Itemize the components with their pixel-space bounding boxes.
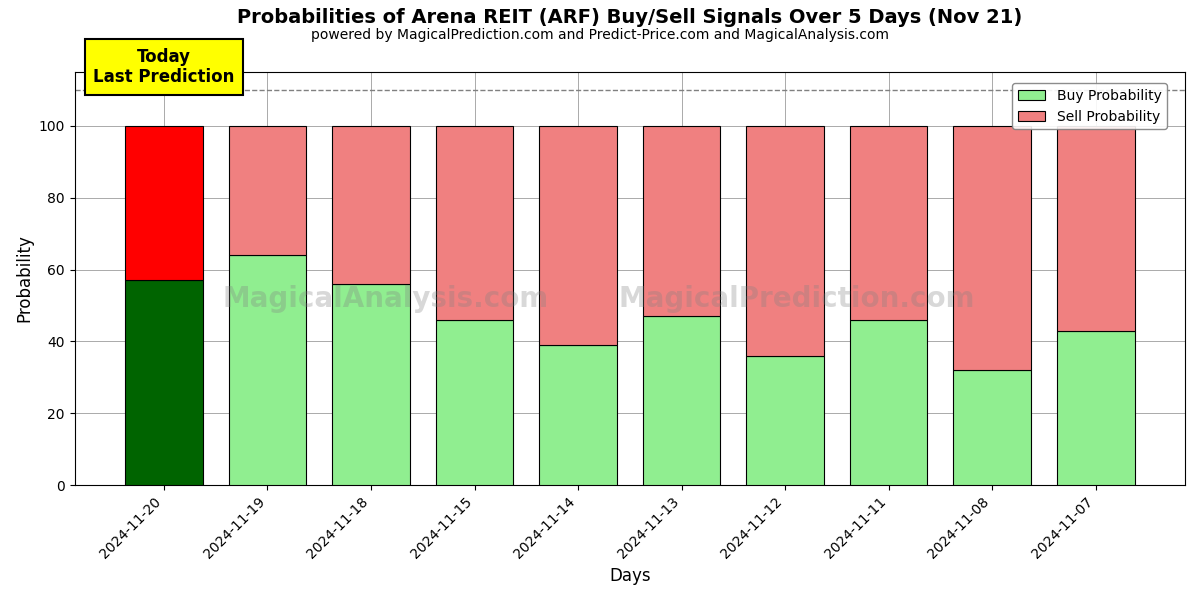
Bar <box>1057 331 1134 485</box>
Bar <box>953 126 1031 370</box>
Bar <box>746 126 824 356</box>
Bar <box>229 255 306 485</box>
Bar <box>125 126 203 280</box>
Bar <box>436 320 514 485</box>
Bar <box>539 345 617 485</box>
Bar <box>850 126 928 320</box>
Y-axis label: Probability: Probability <box>16 235 34 322</box>
Title: Probabilities of Arena REIT (ARF) Buy/Sell Signals Over 5 Days (Nov 21): Probabilities of Arena REIT (ARF) Buy/Se… <box>238 8 1022 28</box>
Bar <box>1057 126 1134 331</box>
Bar <box>332 284 410 485</box>
Bar <box>229 126 306 255</box>
Text: Today
Last Prediction: Today Last Prediction <box>94 47 235 86</box>
Bar <box>746 356 824 485</box>
X-axis label: Days: Days <box>610 567 650 585</box>
Legend: Buy Probability, Sell Probability: Buy Probability, Sell Probability <box>1012 83 1166 129</box>
Bar <box>643 126 720 316</box>
Bar <box>332 126 410 284</box>
Bar <box>539 126 617 345</box>
Bar <box>125 280 203 485</box>
Bar <box>643 316 720 485</box>
Bar <box>953 370 1031 485</box>
Bar <box>436 126 514 320</box>
Text: MagicalAnalysis.com: MagicalAnalysis.com <box>222 285 548 313</box>
Text: MagicalPrediction.com: MagicalPrediction.com <box>618 285 974 313</box>
Bar <box>850 320 928 485</box>
Text: powered by MagicalPrediction.com and Predict-Price.com and MagicalAnalysis.com: powered by MagicalPrediction.com and Pre… <box>311 28 889 42</box>
